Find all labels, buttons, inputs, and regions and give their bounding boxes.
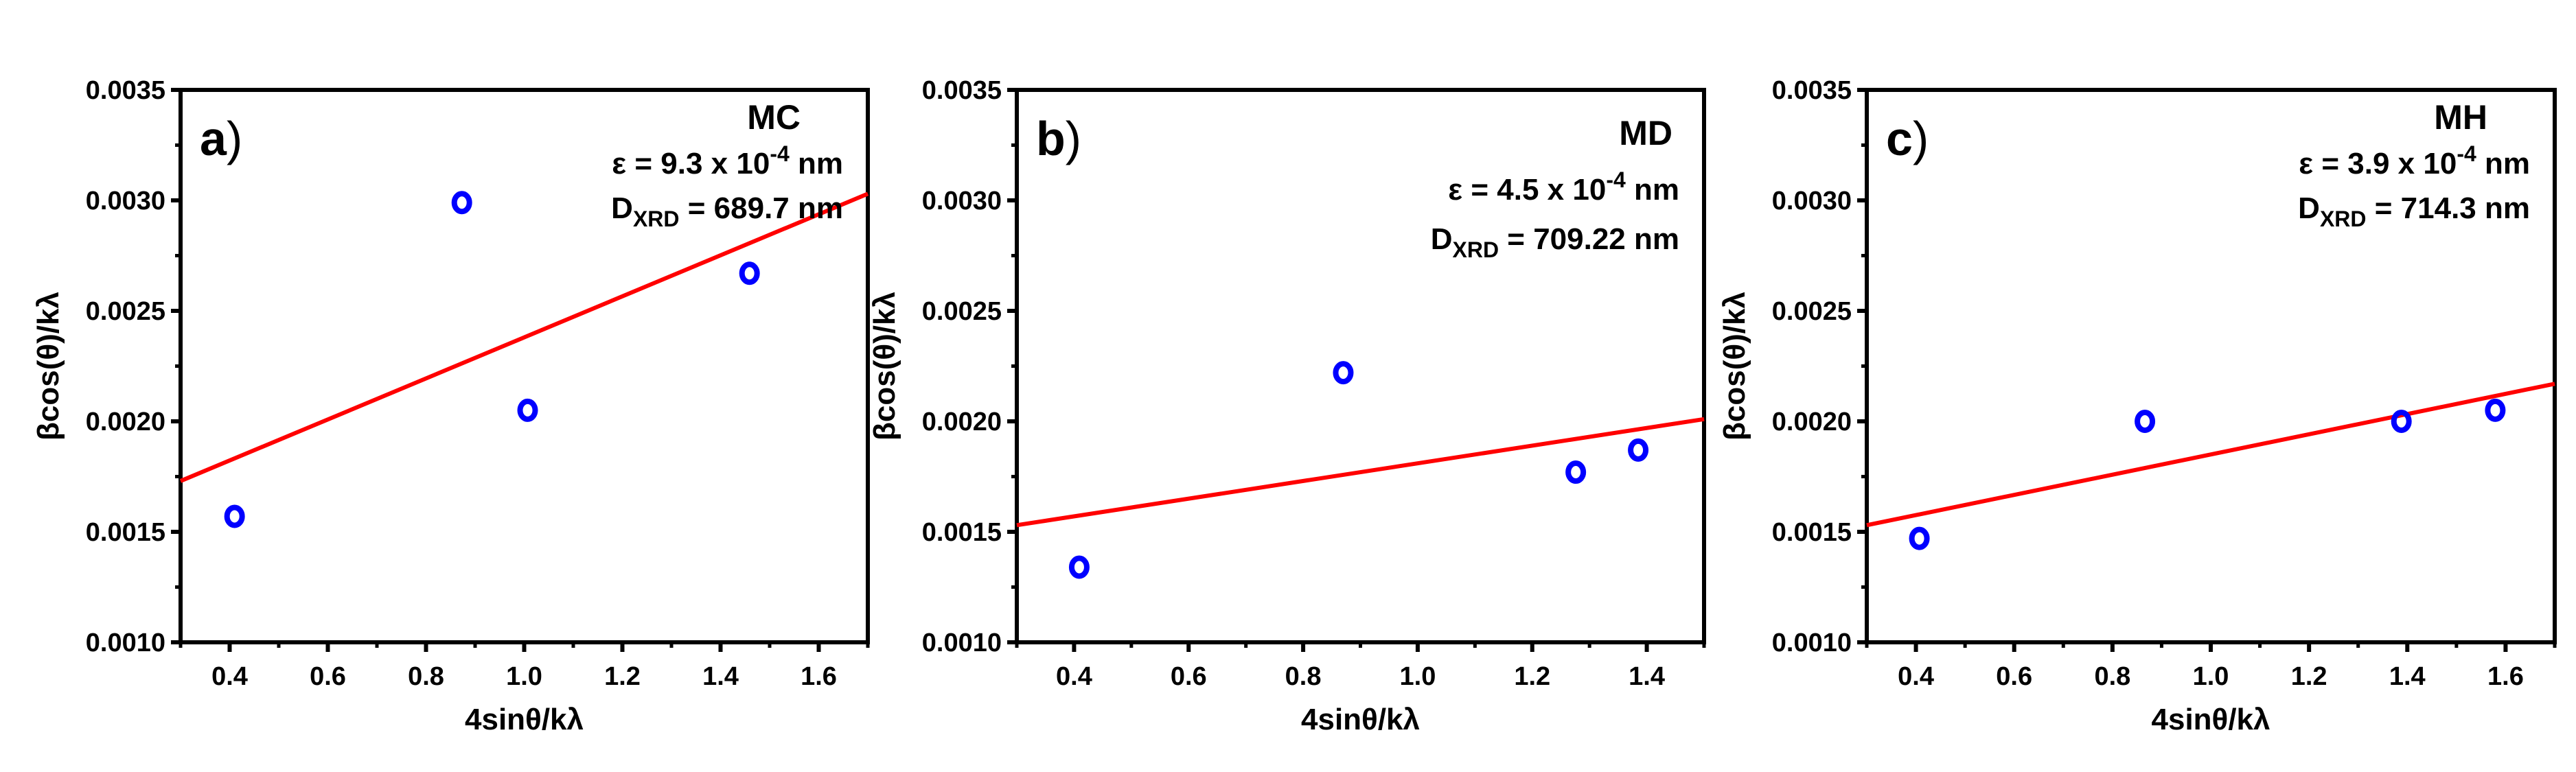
size-symbol: D — [611, 191, 633, 225]
microstrain-annotation: ε = 9.3 x 10-4 nm — [612, 141, 843, 180]
y-tick-label: 0.0025 — [86, 297, 165, 326]
x-tick-label: 0.6 — [1996, 662, 2032, 691]
linear-fit-line — [1016, 417, 1705, 528]
y-tick-label: 0.0010 — [86, 629, 165, 657]
data-point — [1333, 361, 1354, 385]
panel-paren: ) — [227, 112, 242, 165]
panel-label: a) — [200, 112, 242, 165]
y-tick-label: 0.0015 — [1772, 518, 1852, 547]
data-point — [2135, 410, 2156, 433]
panel-letter: c — [1886, 112, 1913, 165]
size-value: = 689.7 nm — [680, 191, 843, 225]
x-tick-label: 0.4 — [1056, 662, 1092, 691]
y-axis-title: βcos(θ)/kλ — [1718, 292, 1751, 441]
x-tick-label: 1.2 — [604, 662, 641, 691]
chart-panel-b: 0.0010 0.0015 0.0020 0.0025 0.0030 0.0035 0.4 0… — [868, 76, 1706, 736]
y-tick-label: 0.0030 — [1772, 187, 1852, 215]
chart-panel-a: 0.0010 0.0015 0.0020 0.0025 0.0030 0.0035 0.4 0… — [32, 76, 870, 736]
y-tick-label: 0.0030 — [86, 187, 165, 215]
chart-panel-c: 0.0010 0.0015 0.0020 0.0025 0.0030 0.0035 0.4 0… — [1718, 76, 2557, 736]
size-subscript: XRD — [1452, 237, 1499, 262]
panel-label: c) — [1886, 112, 1929, 165]
strain-exponent: -4 — [2457, 141, 2476, 166]
size-subscript: XRD — [2320, 207, 2367, 231]
x-tick-label: 0.4 — [211, 662, 248, 691]
size-subscript: XRD — [633, 207, 680, 231]
strain-prefix: ε = 4.5 x 10 — [1448, 173, 1606, 207]
data-point — [2391, 410, 2412, 433]
x-tick-label: 1.2 — [2291, 662, 2327, 691]
data-point — [1628, 438, 1649, 462]
x-tick-label: 1.6 — [2487, 662, 2524, 691]
strain-exponent: -4 — [770, 141, 790, 166]
linear-fit-line — [1866, 382, 2555, 528]
y-tick-label: 0.0035 — [86, 76, 165, 105]
size-value: = 709.22 nm — [1499, 222, 1679, 256]
x-tick-label: 0.6 — [1171, 662, 1207, 691]
strain-unit: nm — [790, 147, 843, 180]
x-tick-label: 1.0 — [506, 662, 542, 691]
y-tick-label: 0.0010 — [1772, 629, 1852, 657]
panel-letter: b — [1036, 112, 1066, 165]
data-point — [224, 504, 245, 528]
data-point — [1565, 460, 1587, 484]
size-value: = 714.3 nm — [2367, 191, 2530, 225]
data-point — [1909, 526, 1930, 550]
data-point — [517, 398, 538, 422]
y-tick-label: 0.0020 — [86, 408, 165, 436]
x-tick-label: 0.6 — [310, 662, 346, 691]
data-point — [1068, 555, 1090, 579]
strain-unit: nm — [2476, 147, 2530, 180]
data-point — [2485, 398, 2506, 422]
sample-name: MH — [2434, 98, 2487, 137]
strain-exponent: -4 — [1606, 167, 1626, 192]
y-tick-label: 0.0035 — [1772, 76, 1852, 105]
x-tick-label: 0.4 — [1898, 662, 1934, 691]
strain-prefix: ε = 3.9 x 10 — [2299, 147, 2457, 180]
panel-paren: ) — [1066, 112, 1081, 165]
x-tick-label: 0.8 — [408, 662, 444, 691]
x-tick-label: 1.4 — [702, 662, 739, 691]
panel-paren: ) — [1913, 112, 1929, 165]
y-tick-label: 0.0035 — [922, 76, 1002, 105]
y-tick-label: 0.0025 — [922, 297, 1002, 326]
x-tick-label: 1.0 — [2193, 662, 2229, 691]
x-tick-label: 0.8 — [2094, 662, 2130, 691]
linear-fit-line — [179, 191, 869, 483]
sample-name: MD — [1619, 114, 1672, 152]
strain-prefix: ε = 9.3 x 10 — [612, 147, 770, 180]
strain-unit: nm — [1626, 173, 1679, 207]
data-point — [739, 261, 760, 285]
x-axis-title: 4sinθ/kλ — [2152, 703, 2270, 736]
size-symbol: D — [1431, 222, 1453, 256]
x-axis-title: 4sinθ/kλ — [465, 703, 584, 736]
microstrain-annotation: ε = 3.9 x 10-4 nm — [2299, 141, 2530, 180]
panel-letter: a — [200, 112, 227, 165]
x-tick-label: 1.4 — [2389, 662, 2426, 691]
x-tick-label: 1.2 — [1514, 662, 1550, 691]
y-axis-title: βcos(θ)/kλ — [868, 292, 901, 441]
y-tick-label: 0.0020 — [1772, 408, 1852, 436]
x-tick-label: 0.8 — [1285, 662, 1322, 691]
y-tick-label: 0.0015 — [86, 518, 165, 547]
y-tick-label: 0.0020 — [922, 408, 1002, 436]
y-tick-label: 0.0010 — [922, 629, 1002, 657]
panel-label: b) — [1036, 112, 1081, 165]
crystallite-size-annotation: DXRD = 709.22 nm — [1431, 222, 1679, 262]
x-axis-title: 4sinθ/kλ — [1301, 703, 1420, 736]
crystallite-size-annotation: DXRD = 714.3 nm — [2298, 191, 2530, 231]
crystallite-size-annotation: DXRD = 689.7 nm — [611, 191, 843, 231]
x-tick-label: 1.4 — [1629, 662, 1665, 691]
x-tick-label: 1.0 — [1400, 662, 1436, 691]
microstrain-annotation: ε = 4.5 x 10-4 nm — [1448, 167, 1679, 207]
y-tick-label: 0.0015 — [922, 518, 1002, 547]
sample-name: MC — [747, 98, 801, 137]
x-tick-label: 1.6 — [801, 662, 837, 691]
size-symbol: D — [2298, 191, 2320, 225]
data-point — [451, 191, 472, 215]
y-tick-label: 0.0025 — [1772, 297, 1852, 326]
y-axis-title: βcos(θ)/kλ — [32, 292, 65, 441]
y-tick-label: 0.0030 — [922, 187, 1002, 215]
